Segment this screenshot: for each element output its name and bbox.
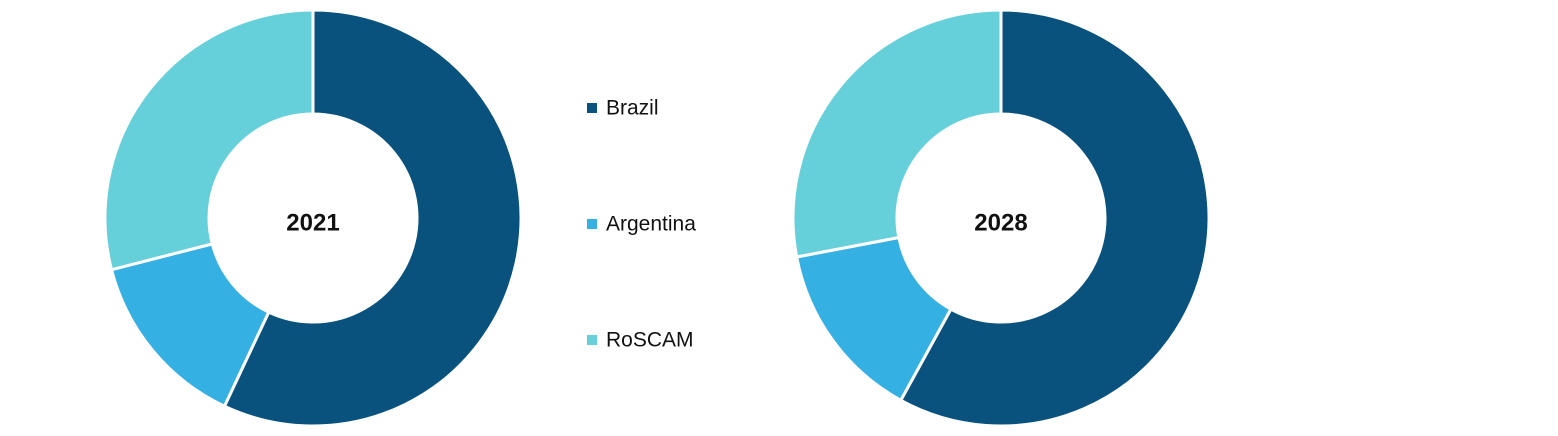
donut-slice — [791, 8, 1003, 259]
donut-slice — [794, 235, 953, 403]
donut-slice — [109, 242, 271, 409]
legend-label: Brazil — [606, 97, 659, 120]
legend-swatch — [587, 335, 597, 345]
center-label: 2021 — [286, 209, 339, 236]
donut-slice — [103, 8, 315, 272]
legend-label: RoSCAM — [606, 329, 694, 352]
legend-label: Argentina — [606, 213, 696, 236]
center-label: 2028 — [974, 209, 1027, 236]
donut-slice — [898, 8, 1211, 428]
donut-slice — [222, 8, 523, 428]
legend-swatch — [587, 219, 597, 229]
legend-swatch — [587, 103, 597, 113]
